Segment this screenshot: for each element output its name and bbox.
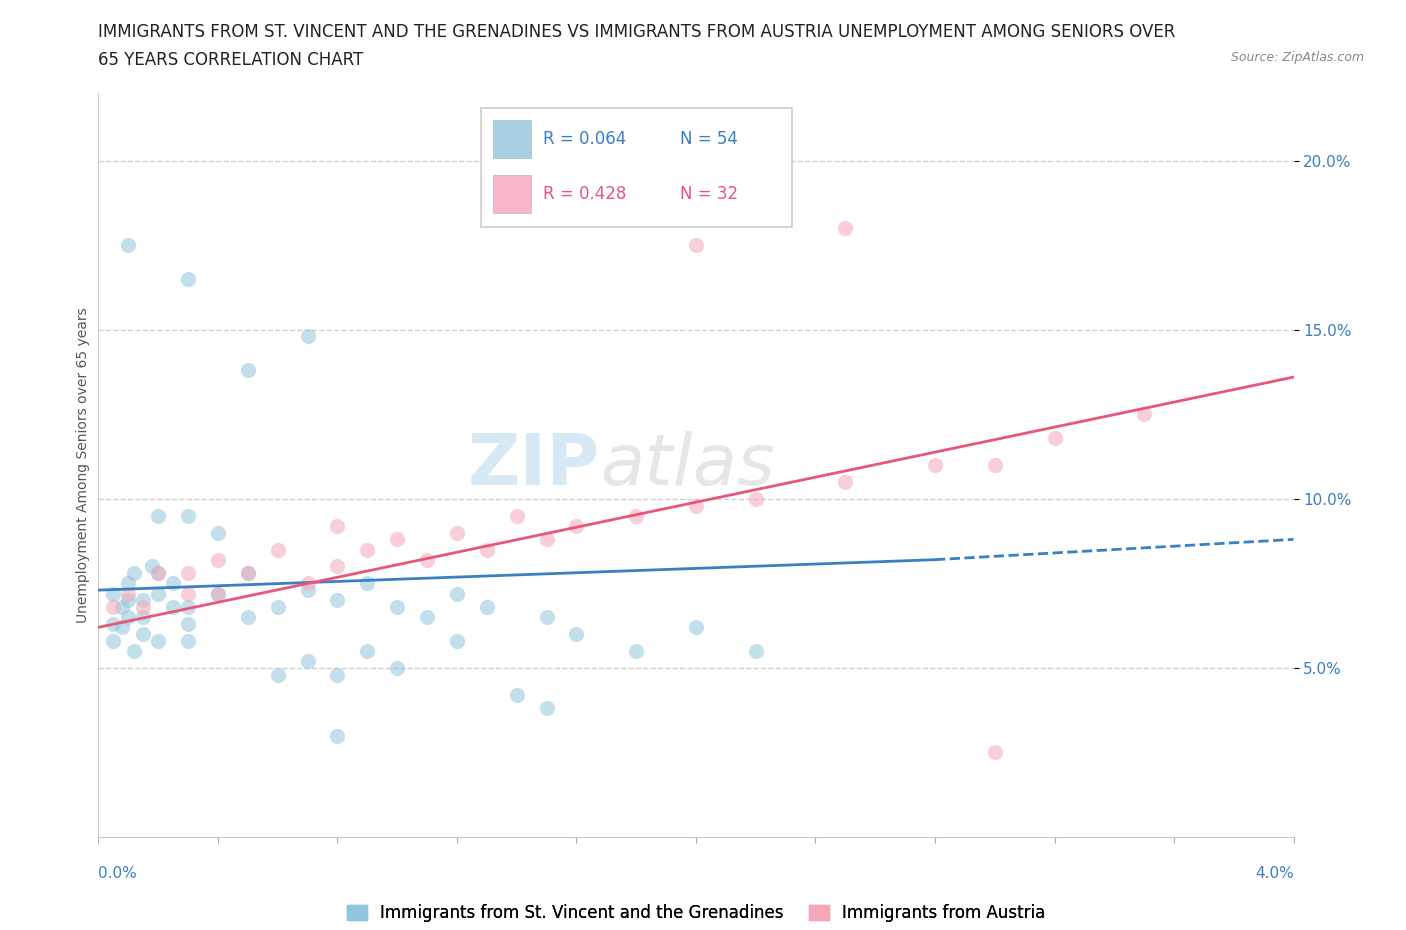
Point xyxy=(117,586,139,601)
Point xyxy=(834,220,856,235)
Point xyxy=(267,667,290,682)
Text: Source: ZipAtlas.com: Source: ZipAtlas.com xyxy=(1230,51,1364,64)
Point xyxy=(177,509,200,524)
Point xyxy=(207,586,229,601)
Point xyxy=(141,559,163,574)
Point xyxy=(924,458,946,472)
Point xyxy=(177,600,200,615)
Point xyxy=(124,565,146,580)
Point xyxy=(356,576,378,591)
Point xyxy=(984,458,1007,472)
Point xyxy=(834,474,856,489)
Point xyxy=(148,586,170,601)
Point xyxy=(1043,431,1066,445)
Point xyxy=(385,660,409,675)
Point xyxy=(236,565,259,580)
Text: atlas: atlas xyxy=(600,431,775,499)
Point xyxy=(297,654,319,669)
Point xyxy=(745,644,768,658)
Point xyxy=(626,509,648,524)
Point xyxy=(385,600,409,615)
Point xyxy=(565,518,588,533)
Point xyxy=(626,644,648,658)
Point xyxy=(132,610,155,625)
Point xyxy=(132,627,155,642)
Text: ZIP: ZIP xyxy=(468,431,600,499)
Point xyxy=(475,542,498,557)
Point xyxy=(177,617,200,631)
Point xyxy=(565,627,588,642)
Point xyxy=(103,617,125,631)
Point xyxy=(236,565,259,580)
Point xyxy=(446,586,468,601)
Point xyxy=(267,542,290,557)
Point xyxy=(326,518,349,533)
Y-axis label: Unemployment Among Seniors over 65 years: Unemployment Among Seniors over 65 years xyxy=(76,307,90,623)
Point xyxy=(536,701,558,716)
Point xyxy=(385,532,409,547)
Point xyxy=(536,610,558,625)
Point xyxy=(297,576,319,591)
Point xyxy=(297,583,319,598)
Point xyxy=(162,576,184,591)
Point xyxy=(148,565,170,580)
Point xyxy=(416,552,439,567)
Point xyxy=(207,525,229,540)
Point xyxy=(446,525,468,540)
Point xyxy=(207,552,229,567)
Point xyxy=(177,633,200,648)
Text: 0.0%: 0.0% xyxy=(98,866,138,881)
Point xyxy=(506,509,529,524)
Text: 4.0%: 4.0% xyxy=(1254,866,1294,881)
Point xyxy=(236,363,259,378)
Point xyxy=(356,542,378,557)
Legend: Immigrants from St. Vincent and the Grenadines, Immigrants from Austria: Immigrants from St. Vincent and the Gren… xyxy=(340,897,1052,929)
Point xyxy=(356,644,378,658)
Point xyxy=(132,592,155,607)
Point xyxy=(132,600,155,615)
Point xyxy=(685,620,707,635)
Point xyxy=(506,687,529,702)
Point xyxy=(536,532,558,547)
Point xyxy=(236,610,259,625)
Point xyxy=(446,633,468,648)
Point xyxy=(103,633,125,648)
Point xyxy=(297,329,319,344)
Text: 65 YEARS CORRELATION CHART: 65 YEARS CORRELATION CHART xyxy=(98,51,364,69)
Point xyxy=(117,610,139,625)
Point xyxy=(103,600,125,615)
Point xyxy=(475,600,498,615)
Point xyxy=(685,238,707,253)
Point xyxy=(117,576,139,591)
Point xyxy=(177,565,200,580)
Point xyxy=(103,586,125,601)
Point xyxy=(416,610,439,625)
Point xyxy=(326,592,349,607)
Point xyxy=(685,498,707,513)
Point xyxy=(177,272,200,286)
Point xyxy=(267,600,290,615)
Point xyxy=(1133,406,1156,421)
Point xyxy=(326,559,349,574)
Text: IMMIGRANTS FROM ST. VINCENT AND THE GRENADINES VS IMMIGRANTS FROM AUSTRIA UNEMPL: IMMIGRANTS FROM ST. VINCENT AND THE GREN… xyxy=(98,23,1175,41)
Point xyxy=(177,586,200,601)
Point xyxy=(207,586,229,601)
Point xyxy=(326,728,349,743)
Point xyxy=(148,509,170,524)
Point xyxy=(745,491,768,506)
Point xyxy=(148,633,170,648)
Point xyxy=(984,745,1007,760)
Point xyxy=(117,592,139,607)
Point xyxy=(162,600,184,615)
Point xyxy=(111,600,134,615)
Point xyxy=(326,667,349,682)
Point xyxy=(117,238,139,253)
Point xyxy=(148,565,170,580)
Point xyxy=(124,644,146,658)
Point xyxy=(111,620,134,635)
